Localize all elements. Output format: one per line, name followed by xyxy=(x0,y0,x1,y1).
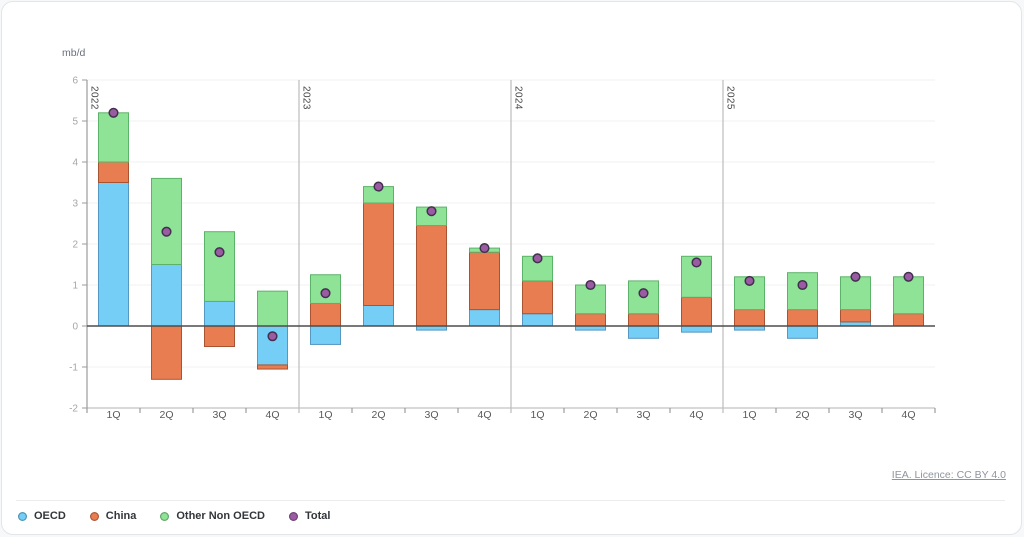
bar-segment-oecd-2023-2Q[interactable] xyxy=(363,305,394,327)
bar-segment-china-2023-1Q[interactable] xyxy=(310,302,341,327)
bar-segment-other-non-oecd-2022-2Q[interactable] xyxy=(151,177,182,265)
bar-segment-china-2025-3Q[interactable] xyxy=(840,309,871,323)
quarter-label: 4Q xyxy=(265,409,279,421)
total-marker-2022-4Q[interactable] xyxy=(267,331,278,342)
bar-segment-china-2024-3Q[interactable] xyxy=(628,313,659,327)
quarter-label: 1Q xyxy=(742,409,756,421)
bar-segment-china-2022-2Q[interactable] xyxy=(151,325,182,380)
y-tick-label: 3 xyxy=(72,199,78,210)
quarter-label: 4Q xyxy=(689,409,703,421)
legend-label: Total xyxy=(304,510,331,522)
y-axis-unit-label: mb/d xyxy=(62,47,86,59)
y-tick-label: 6 xyxy=(72,76,78,87)
bar-segment-other-non-oecd-2022-4Q[interactable] xyxy=(257,290,288,327)
y-tick-label: 0 xyxy=(72,322,78,333)
total-marker-2025-1Q[interactable] xyxy=(744,275,755,286)
total-marker-2023-4Q[interactable] xyxy=(479,243,490,254)
bar-segment-oecd-2022-1Q[interactable] xyxy=(98,182,129,327)
bar-segment-other-non-oecd-2025-2Q[interactable] xyxy=(787,272,818,311)
bar-segment-oecd-2023-1Q[interactable] xyxy=(310,325,341,345)
total-marker-2023-2Q[interactable] xyxy=(373,181,384,192)
oil-demand-growth-chart: 6 5 4 3 2 1 0 -1 -2 1Q 2Q 3Q 4Q 1Q 2Q 3Q 4Q 1Q 2Q 3Q 4Q 1Q 2Q 3… xyxy=(69,76,936,421)
quarter-label: 2Q xyxy=(583,409,597,421)
quarter-label: 2Q xyxy=(795,409,809,421)
bar-segment-oecd-2024-4Q[interactable] xyxy=(681,325,712,333)
total-marker-2024-3Q[interactable] xyxy=(638,288,649,299)
bar-segment-other-non-oecd-2025-4Q[interactable] xyxy=(893,276,924,315)
legend-item-china[interactable]: China xyxy=(89,510,137,522)
year-label: 2024 xyxy=(513,86,524,110)
legend-dot-china xyxy=(89,511,99,521)
bar-segment-china-2023-2Q[interactable] xyxy=(363,202,394,306)
quarter-label: 2Q xyxy=(159,409,173,421)
y-tick-label: 1 xyxy=(72,281,78,292)
bar-segment-oecd-2024-1Q[interactable] xyxy=(522,313,553,327)
total-marker-2022-1Q[interactable] xyxy=(108,107,119,118)
legend-dot-other-non-oecd xyxy=(160,511,170,521)
legend-divider xyxy=(16,500,1005,501)
bar-segment-china-2025-4Q[interactable] xyxy=(893,313,924,327)
bar-segment-oecd-2022-3Q[interactable] xyxy=(204,300,235,327)
licence-link[interactable]: IEA. Licence: CC BY 4.0 xyxy=(891,469,1006,481)
total-marker-2023-3Q[interactable] xyxy=(426,206,437,217)
y-tick-label: -1 xyxy=(69,363,78,374)
y-tick-label: 2 xyxy=(72,240,78,251)
legend-item-other-non-oecd[interactable]: Other Non OECD xyxy=(160,510,265,522)
total-marker-2024-2Q[interactable] xyxy=(585,279,596,291)
bar-segment-oecd-2022-2Q[interactable] xyxy=(151,264,182,327)
y-tick-label: -2 xyxy=(69,404,78,415)
quarter-label: 4Q xyxy=(901,409,915,421)
bar-segment-other-non-oecd-2022-3Q[interactable] xyxy=(204,231,235,302)
total-marker-2022-2Q[interactable] xyxy=(161,226,172,237)
quarter-label: 1Q xyxy=(530,409,544,421)
legend-label: Other Non OECD xyxy=(176,510,265,522)
legend-dot-total xyxy=(288,511,298,521)
total-marker-2024-1Q[interactable] xyxy=(532,253,543,264)
quarter-label: 1Q xyxy=(106,409,120,421)
quarter-label: 1Q xyxy=(318,409,332,421)
y-tick-label: 4 xyxy=(72,158,78,169)
year-label: 2025 xyxy=(725,86,736,110)
quarter-label: 2Q xyxy=(371,409,385,421)
bar-segment-china-2024-4Q[interactable] xyxy=(681,296,712,327)
legend-item-total[interactable]: Total xyxy=(288,510,331,522)
bar-segment-china-2025-1Q[interactable] xyxy=(734,309,765,327)
quarter-label: 3Q xyxy=(212,409,226,421)
quarter-label: 3Q xyxy=(424,409,438,421)
total-marker-2025-4Q[interactable] xyxy=(903,271,914,282)
legend-label: China xyxy=(105,510,137,522)
y-tick-label: 5 xyxy=(72,117,78,128)
total-marker-2025-3Q[interactable] xyxy=(850,271,861,282)
bar-segment-china-2025-2Q[interactable] xyxy=(787,309,818,327)
bar-segment-oecd-2023-4Q[interactable] xyxy=(469,309,500,327)
total-marker-2023-1Q[interactable] xyxy=(320,288,331,299)
year-label: 2023 xyxy=(301,86,312,110)
year-label: 2022 xyxy=(89,86,100,110)
legend-item-oecd[interactable]: OECD xyxy=(18,510,66,522)
quarter-label: 3Q xyxy=(848,409,862,421)
bar-segment-china-2022-4Q[interactable] xyxy=(257,364,288,370)
legend-label: OECD xyxy=(34,510,66,522)
bar-segment-china-2022-3Q[interactable] xyxy=(204,325,235,347)
bar-segment-other-non-oecd-2022-1Q[interactable] xyxy=(98,112,129,163)
bar-segment-china-2024-1Q[interactable] xyxy=(522,280,553,315)
chart-legend: OECD China Other Non OECD Total xyxy=(18,510,330,522)
legend-dot-oecd xyxy=(18,511,27,521)
total-marker-2024-4Q[interactable] xyxy=(691,257,702,268)
bar-segment-china-2022-1Q[interactable] xyxy=(98,161,129,183)
bar-segment-oecd-2024-3Q[interactable] xyxy=(628,325,659,339)
bar-segment-china-2024-2Q[interactable] xyxy=(575,313,606,327)
total-marker-2022-3Q[interactable] xyxy=(214,247,225,258)
total-marker-2025-2Q[interactable] xyxy=(797,279,808,291)
bar-segment-china-2023-4Q[interactable] xyxy=(469,251,500,311)
quarter-label: 4Q xyxy=(477,409,491,421)
quarter-label: 3Q xyxy=(636,409,650,421)
bar-segment-china-2023-3Q[interactable] xyxy=(416,225,447,327)
bar-segment-oecd-2025-2Q[interactable] xyxy=(787,325,818,339)
